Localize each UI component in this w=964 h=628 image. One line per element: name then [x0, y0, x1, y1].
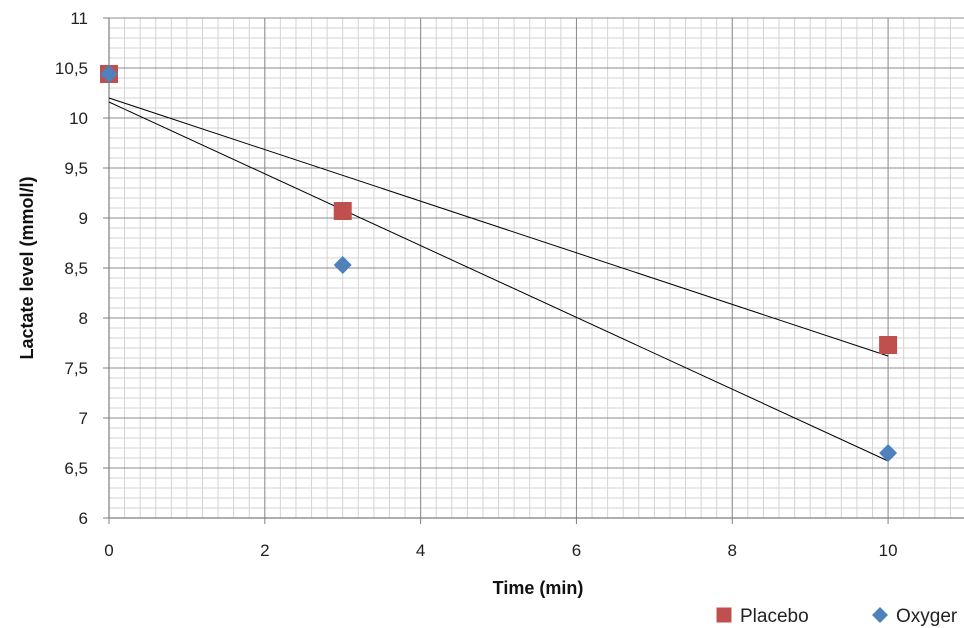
trendlines — [108, 97, 889, 462]
oxyger-point — [333, 256, 352, 274]
y-tick-label: 9,5 — [64, 159, 88, 178]
trendline-placebo — [108, 97, 889, 357]
trendline-oxyger — [108, 101, 889, 462]
placebo-point — [333, 202, 352, 220]
y-tick-label: 7 — [79, 409, 88, 428]
x-tick-label: 6 — [572, 541, 581, 560]
legend-label-placebo: Placebo — [740, 606, 809, 627]
x-axis-title: Time (min) — [493, 578, 584, 598]
data-points — [100, 65, 898, 462]
x-tick-label: 4 — [416, 541, 425, 560]
y-tick-label: 11 — [70, 9, 88, 28]
y-tick-labels: 6 6,5 7 7,5 8 8,5 9 9,5 10 10,5 11 — [55, 9, 88, 528]
placebo-point — [879, 336, 898, 354]
x-tick-label: 10 — [879, 541, 898, 560]
x-tick-label: 2 — [260, 541, 269, 560]
y-axis-title: Lactate level (mmol/l) — [17, 176, 37, 359]
y-tick-label: 10,5 — [55, 59, 88, 78]
x-tick-labels: 0 2 4 6 8 10 — [104, 541, 897, 560]
y-tick-label: 9 — [79, 209, 88, 228]
x-tick-label: 8 — [728, 541, 737, 560]
y-tick-label: 7,5 — [64, 359, 88, 378]
oxyger-point — [879, 444, 898, 462]
legend: Placebo Oxyger — [716, 606, 958, 627]
axes — [103, 17, 964, 524]
legend-label-oxyger: Oxyger — [896, 606, 958, 627]
legend-marker-oxyger — [872, 607, 888, 623]
y-tick-label: 6,5 — [64, 459, 88, 478]
x-tick-label: 0 — [104, 541, 113, 560]
y-tick-label: 8,5 — [64, 259, 88, 278]
y-tick-label: 8 — [79, 309, 88, 328]
major-gridlines — [108, 17, 964, 519]
legend-marker-placebo — [716, 607, 732, 623]
y-tick-label: 10 — [69, 109, 88, 128]
y-tick-label: 6 — [79, 509, 88, 528]
oxyger-point — [100, 65, 118, 83]
